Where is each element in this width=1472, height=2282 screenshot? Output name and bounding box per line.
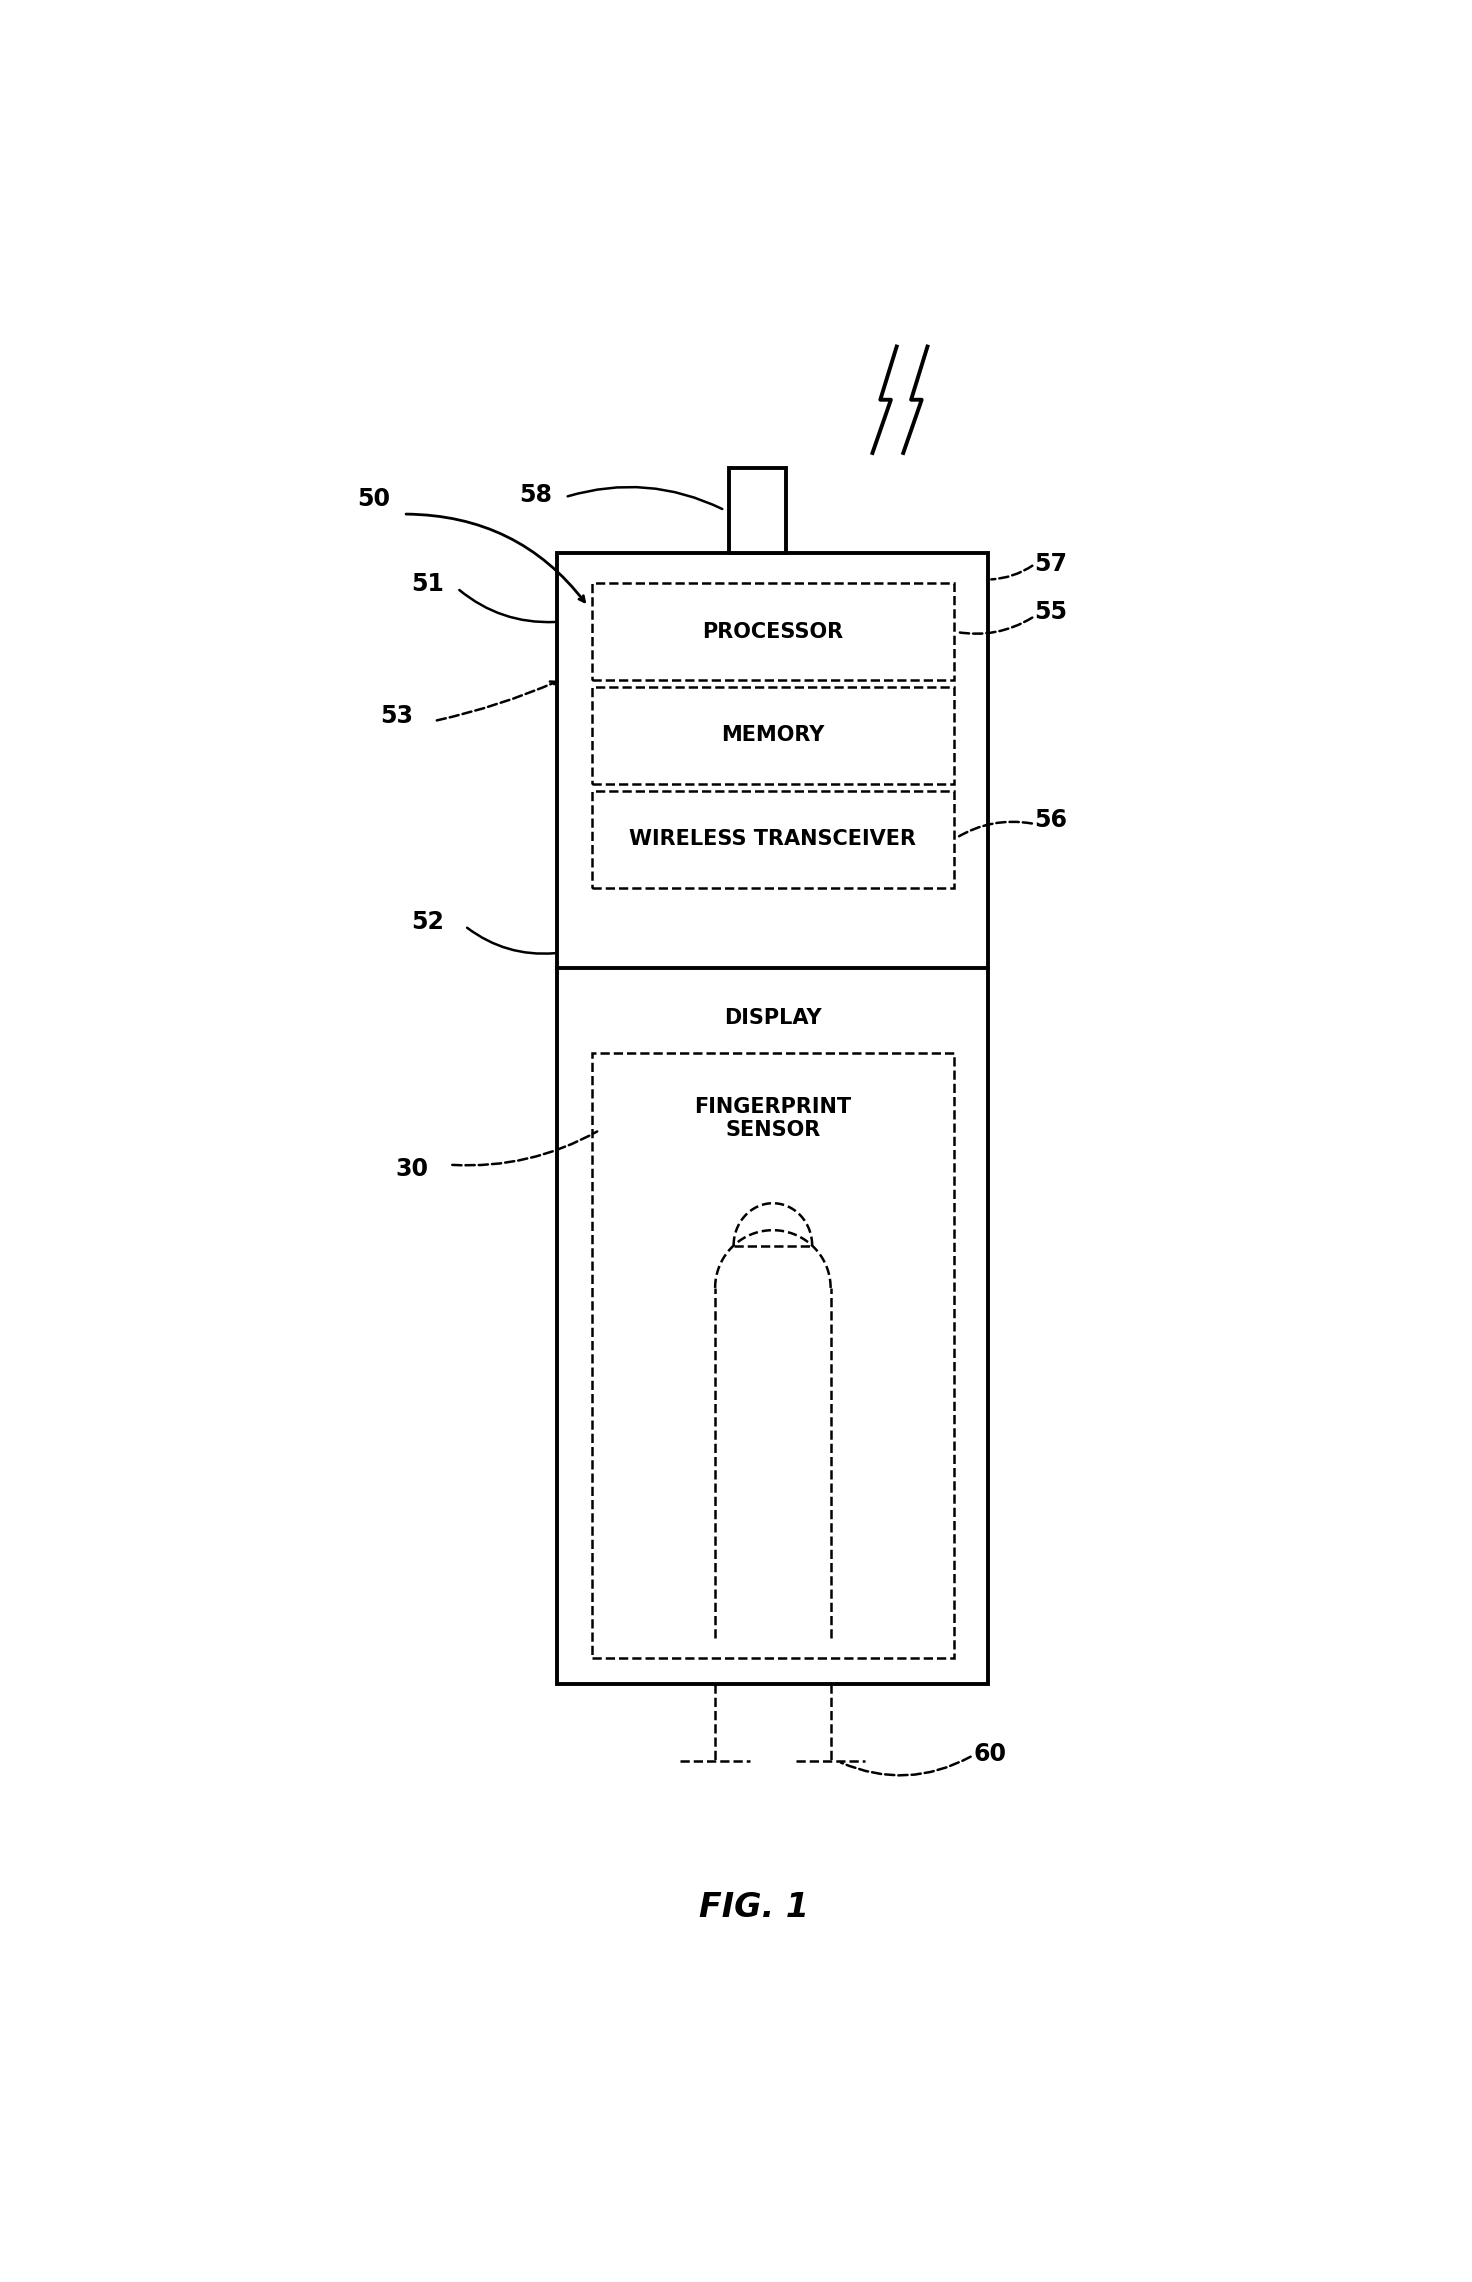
Text: 57: 57 — [1035, 552, 1067, 575]
Text: 51: 51 — [411, 573, 445, 596]
Text: WIRELESS TRANSCEIVER: WIRELESS TRANSCEIVER — [630, 828, 917, 849]
Text: 52: 52 — [411, 911, 445, 933]
Text: DISPLAY: DISPLAY — [724, 1009, 821, 1029]
Text: MEMORY: MEMORY — [721, 726, 824, 746]
Text: 60: 60 — [973, 1741, 1005, 1766]
Bar — [592, 584, 954, 680]
Bar — [592, 792, 954, 888]
Bar — [592, 687, 954, 783]
Text: 56: 56 — [1035, 808, 1067, 833]
Bar — [729, 468, 786, 552]
Text: 58: 58 — [518, 484, 552, 507]
Text: FINGERPRINT
SENSOR: FINGERPRINT SENSOR — [695, 1098, 851, 1141]
Bar — [558, 552, 989, 1684]
Text: 50: 50 — [358, 486, 390, 511]
Text: 53: 53 — [380, 705, 414, 728]
Text: FIG. 1: FIG. 1 — [699, 1892, 810, 1924]
Text: 30: 30 — [396, 1157, 428, 1180]
Text: 55: 55 — [1035, 600, 1067, 625]
Bar — [592, 1052, 954, 1657]
Text: PROCESSOR: PROCESSOR — [702, 621, 843, 641]
